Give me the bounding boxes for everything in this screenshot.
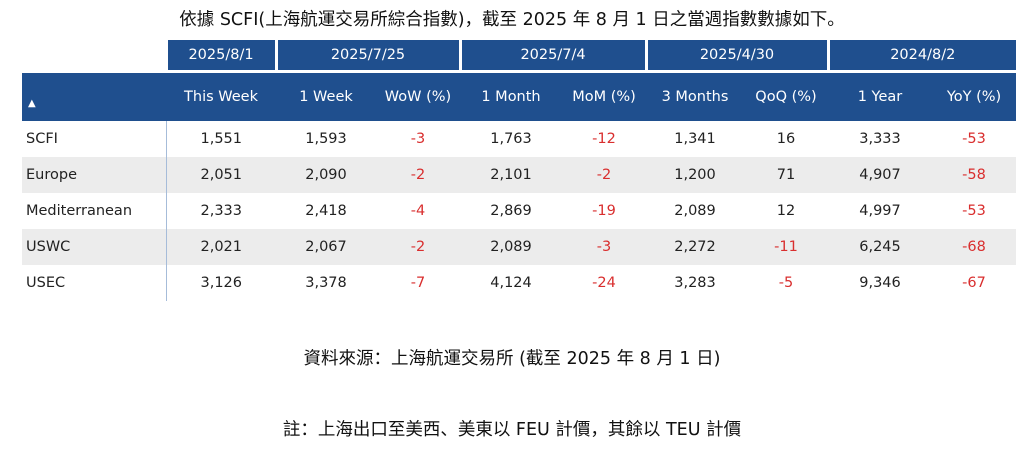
date-header-1-month: 2025/7/4 bbox=[458, 40, 646, 73]
table-cell: -24 bbox=[592, 275, 616, 291]
table-cell: -11 bbox=[774, 239, 798, 255]
table-row: USEC 3,126 3,378 -7 4,124 -24 3,283 -5 9,346 -67 bbox=[22, 265, 1016, 301]
table-cell: -2 bbox=[410, 239, 426, 255]
table-cell: -3 bbox=[596, 239, 612, 255]
sort-header[interactable]: ▲ bbox=[22, 71, 166, 121]
table-cell: 3,126 bbox=[200, 275, 242, 291]
table-cell: 4,124 bbox=[490, 275, 532, 291]
table-cell: 6,245 bbox=[859, 239, 901, 255]
table-body: SCFI 1,551 1,593 -3 1,763 -12 1,341 16 3,333 -53 E… bbox=[22, 121, 1016, 301]
row-label: Europe bbox=[22, 157, 167, 193]
table-cell: 2,051 bbox=[200, 167, 242, 183]
column-header-this-week: This Week bbox=[166, 71, 276, 121]
date-header-row: 2025/8/1 2025/7/25 2025/7/4 2025/4/30 20… bbox=[22, 40, 1016, 73]
table-cell: -2 bbox=[596, 167, 612, 183]
table-cell: 1,593 bbox=[305, 131, 347, 147]
table-cell: -12 bbox=[592, 131, 616, 147]
column-header-row: ▲ This Week 1 Week WoW (%) 1 Month MoM (… bbox=[22, 71, 1016, 121]
table-cell: -4 bbox=[410, 203, 426, 219]
table-cell: 2,869 bbox=[490, 203, 532, 219]
column-header-1-year: 1 Year bbox=[828, 71, 932, 121]
table-cell: 2,089 bbox=[674, 203, 716, 219]
table-cell: -3 bbox=[410, 131, 426, 147]
column-header-wow: WoW (%) bbox=[376, 71, 460, 121]
page-title: 依據 SCFI(上海航運交易所綜合指數)，截至 2025 年 8 月 1 日之當… bbox=[179, 10, 845, 30]
row-label: USWC bbox=[22, 229, 167, 265]
table-cell: 2,101 bbox=[490, 167, 532, 183]
scfi-table: 2025/8/1 2025/7/25 2025/7/4 2025/4/30 20… bbox=[22, 40, 1016, 301]
table-cell: 2,089 bbox=[490, 239, 532, 255]
date-header-this-week: 2025/8/1 bbox=[164, 40, 276, 73]
row-label: SCFI bbox=[22, 121, 167, 157]
table-cell: -53 bbox=[962, 131, 986, 147]
table-cell: 2,418 bbox=[305, 203, 347, 219]
table-cell: 12 bbox=[776, 203, 796, 219]
pricing-note: 註：上海出口至美西、美東以 FEU 計價，其餘以 TEU 計價 bbox=[282, 420, 742, 440]
table-cell: 2,333 bbox=[200, 203, 242, 219]
table-row: USWC 2,021 2,067 -2 2,089 -3 2,272 -11 6,245 -68 bbox=[22, 229, 1016, 265]
table-cell: 1,763 bbox=[490, 131, 532, 147]
table-cell: -5 bbox=[778, 275, 794, 291]
table-row: Mediterranean 2,333 2,418 -4 2,869 -19 2,089 12… bbox=[22, 193, 1016, 229]
column-header-mom: MoM (%) bbox=[562, 71, 646, 121]
table-cell: 2,067 bbox=[305, 239, 347, 255]
table-cell: 9,346 bbox=[859, 275, 901, 291]
table-cell: -68 bbox=[962, 239, 986, 255]
table-cell: -2 bbox=[410, 167, 426, 183]
table-cell: -67 bbox=[962, 275, 986, 291]
table-cell: 3,333 bbox=[859, 131, 901, 147]
row-label: USEC bbox=[22, 265, 167, 301]
column-header-qoq: QoQ (%) bbox=[744, 71, 828, 121]
table-cell: 4,907 bbox=[859, 167, 901, 183]
table-cell: -19 bbox=[592, 203, 616, 219]
table-cell: 4,997 bbox=[859, 203, 901, 219]
table-cell: 2,090 bbox=[305, 167, 347, 183]
table-cell: 1,200 bbox=[674, 167, 716, 183]
column-header-1-week: 1 Week bbox=[276, 71, 376, 121]
table-row: Europe 2,051 2,090 -2 2,101 -2 1,200 71 4,907 -58 bbox=[22, 157, 1016, 193]
table-cell: 16 bbox=[776, 131, 796, 147]
table-cell: -58 bbox=[962, 167, 986, 183]
table-cell: 2,272 bbox=[674, 239, 716, 255]
table-cell: -53 bbox=[962, 203, 986, 219]
source-note: 資料來源：上海航運交易所 (截至 2025 年 8 月 1 日) bbox=[303, 349, 721, 369]
date-header-1-year: 2024/8/2 bbox=[826, 40, 1016, 73]
table-cell: -7 bbox=[410, 275, 426, 291]
table-cell: 2,021 bbox=[200, 239, 242, 255]
table-row: SCFI 1,551 1,593 -3 1,763 -12 1,341 16 3,333 -53 bbox=[22, 121, 1016, 157]
column-header-1-month: 1 Month bbox=[460, 71, 562, 121]
table-cell: 3,378 bbox=[305, 275, 347, 291]
date-header-blank bbox=[22, 40, 166, 73]
table-cell: 1,551 bbox=[200, 131, 242, 147]
date-header-1-week: 2025/7/25 bbox=[274, 40, 460, 73]
column-header-3-months: 3 Months bbox=[646, 71, 744, 121]
date-header-3-months: 2025/4/30 bbox=[644, 40, 828, 73]
table-cell: 71 bbox=[776, 167, 796, 183]
row-label: Mediterranean bbox=[22, 193, 167, 229]
table-cell: 3,283 bbox=[674, 275, 716, 291]
sort-ascending-icon[interactable]: ▲ bbox=[28, 98, 36, 109]
column-header-yoy: YoY (%) bbox=[932, 71, 1016, 121]
table-cell: 1,341 bbox=[674, 131, 716, 147]
